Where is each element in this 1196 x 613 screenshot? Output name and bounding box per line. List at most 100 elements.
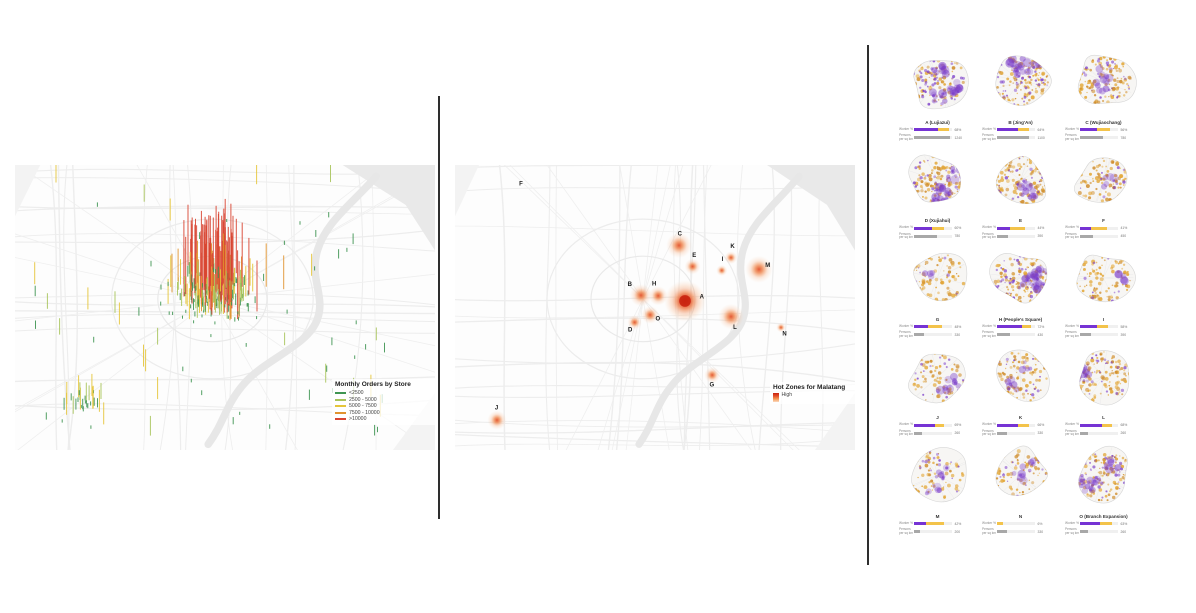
density-bar-label: Persons per sq km [899,330,913,338]
order-spike [226,240,228,302]
district-cell-N: N Worker % 6% Persons per sq km 330 [980,440,1061,537]
order-spike [171,253,173,293]
order-spike [229,285,231,321]
order-spike [197,274,198,303]
order-spike [185,236,187,294]
order-spike [219,294,220,315]
worker-bar-label: Worker % [1065,126,1079,131]
order-spike [231,232,233,282]
worker-bar-label: Worker % [1065,323,1079,328]
district-cell-F: F Worker % 41% Persons per sq km 450 [1063,145,1144,242]
order-spike [192,282,193,291]
order-spike [338,249,340,259]
order-spike [206,220,208,283]
order-spike [215,288,217,305]
legend-label: 2500 - 5000 [349,396,377,403]
order-spike [186,283,188,307]
worker-bar-label: Worker % [899,225,913,230]
worker-bar-row: Worker % 44% [982,225,1059,231]
order-spike [78,375,80,398]
order-spike [214,274,215,295]
district-title: O (Branch Expansion) [1079,513,1128,519]
district-minimap-H [989,253,1048,304]
density-bar-label: Persons per sq km [1065,330,1079,338]
order-spike [172,311,174,315]
order-spike [198,259,200,300]
order-spike [196,301,198,318]
order-spike [232,417,234,425]
density-bar-row: Persons per sq km 260 [1065,527,1142,535]
order-spike [215,229,217,291]
order-spike [85,382,87,403]
order-spike [185,309,187,313]
hot-zone-blob [652,289,665,302]
district-minimap-O [1078,445,1128,504]
order-spike [365,344,367,350]
orders-legend-title: Monthly Orders by Store [335,381,411,388]
density-bar-label: Persons per sq km [1065,527,1079,535]
district-title: M [935,513,940,519]
order-spike [241,288,243,302]
order-spike [72,396,74,414]
legend-swatch [335,398,346,401]
order-spike [195,253,197,291]
hotzone-high-label: High [781,392,793,398]
order-spike [190,290,192,300]
order-spike [233,272,235,288]
order-spike [233,283,235,287]
order-spike [239,297,241,306]
district-grid: A (Lujiazui) Worker % 68% Persons per sq km… [897,46,1157,537]
density-bar-row: Persons per sq km 200 [899,527,976,535]
order-spike [374,424,376,436]
spike-map-panel [15,165,435,450]
order-spike [206,277,208,296]
order-spike [247,303,249,312]
order-spike [92,386,94,409]
order-spike [199,272,201,276]
order-spike [143,344,144,367]
district-minimap-K [996,349,1050,402]
spike-map [15,165,435,450]
density-bar-label: Persons per sq km [982,231,996,239]
density-value: 780 [954,234,961,238]
order-spike [226,241,228,313]
order-spike [227,315,229,319]
order-spike [208,215,210,291]
order-spike [217,289,219,309]
order-spike [240,269,241,291]
order-spike [201,283,203,288]
order-spike [202,224,204,300]
order-spike [210,334,212,338]
order-spike [263,273,265,281]
worker-bar-row: Worker % 64% [982,127,1059,133]
order-spike [211,269,213,308]
order-spike [220,269,221,292]
worker-bar-label: Worker % [982,225,996,230]
worker-bar [914,423,952,427]
density-value: 200 [954,529,961,534]
order-spike [222,284,224,314]
order-spike [204,304,206,312]
zone-label-D: D [628,328,633,334]
order-spike [114,291,116,313]
density-bar-label: Persons per sq km [899,231,913,239]
density-bar-label: Persons per sq km [899,527,913,535]
worker-bar-label: Worker % [982,422,996,427]
density-bar-row: Persons per sq km 260 [899,429,976,436]
worker-bar [997,423,1035,427]
order-spike [269,424,271,429]
order-spike [84,395,86,401]
density-bar-row: Persons per sq km 780 [899,231,976,239]
order-spike [90,401,92,406]
density-bar-row: Persons per sq km 330 [899,330,976,338]
worker-pct-value: 58% [1120,324,1128,329]
order-spike [168,311,170,315]
order-spike [237,311,239,315]
density-bar-label: Persons per sq km [982,527,996,535]
density-bar [997,333,1035,336]
order-spike [331,337,333,346]
order-spike [223,213,225,276]
order-spike [214,321,216,325]
order-spike [228,304,230,312]
zone-label-M: M [765,263,770,269]
